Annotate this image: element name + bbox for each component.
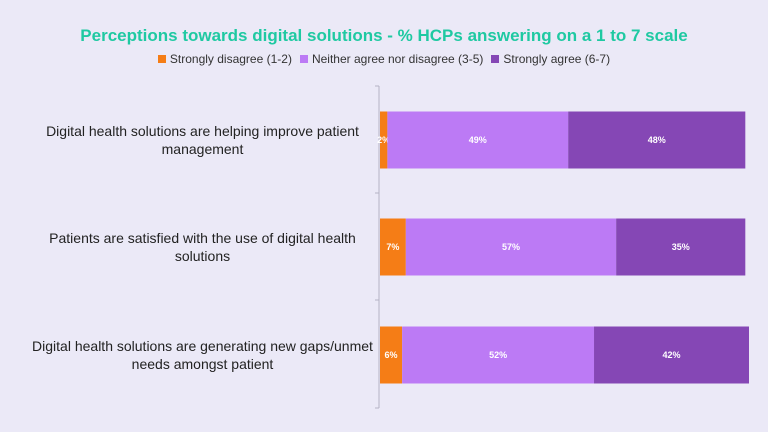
legend-item-neutral: Neither agree nor disagree (3-5) xyxy=(299,52,484,66)
chart-title: Perceptions towards digital solutions - … xyxy=(80,26,688,45)
data-label-strongly-agree-1: 48% xyxy=(648,135,666,145)
legend-label-strongly-disagree: Strongly disagree (1-2) xyxy=(169,52,292,66)
legend-swatch-strongly-agree xyxy=(491,55,500,63)
legend: Strongly disagree (1-2) Neither agree no… xyxy=(0,52,768,66)
legend-label-strongly-agree: Strongly agree (6-7) xyxy=(503,52,611,66)
bar-strongly-agree-2 xyxy=(616,218,746,276)
data-label-strongly-agree-3: 42% xyxy=(663,350,681,360)
data-label-neutral-1: 49% xyxy=(469,135,487,145)
category-label-1: Digital health solutions are helping imp… xyxy=(46,123,359,157)
legend-item-strongly-disagree: Strongly disagree (1-2) xyxy=(157,52,292,66)
category-label-2: Patients are satisfied with the use of d… xyxy=(49,230,356,264)
legend-swatch-strongly-disagree xyxy=(157,55,166,63)
bar-strongly-disagree-2 xyxy=(380,218,406,276)
data-label-neutral-3: 52% xyxy=(489,350,507,360)
legend-swatch-neutral xyxy=(299,55,308,63)
legend-label-neutral: Neither agree nor disagree (3-5) xyxy=(311,52,484,66)
category-label-3: Digital health solutions are generating … xyxy=(32,338,373,372)
bar-strongly-disagree-1 xyxy=(380,111,388,169)
bar-neutral-3 xyxy=(402,326,595,384)
bar-strongly-disagree-3 xyxy=(380,326,403,384)
bar-strongly-agree-3 xyxy=(594,326,749,384)
data-label-strongly-disagree-2: 7% xyxy=(386,242,399,252)
data-label-strongly-disagree-3: 6% xyxy=(385,350,398,360)
data-label-strongly-disagree-1: 2% xyxy=(377,135,390,145)
bar-neutral-1 xyxy=(387,111,569,169)
legend-item-strongly-agree: Strongly agree (6-7) xyxy=(491,52,610,66)
data-label-neutral-2: 57% xyxy=(502,242,520,252)
data-label-strongly-agree-2: 35% xyxy=(672,242,690,252)
bar-neutral-2 xyxy=(405,218,617,276)
bar-strongly-agree-1 xyxy=(568,111,746,169)
